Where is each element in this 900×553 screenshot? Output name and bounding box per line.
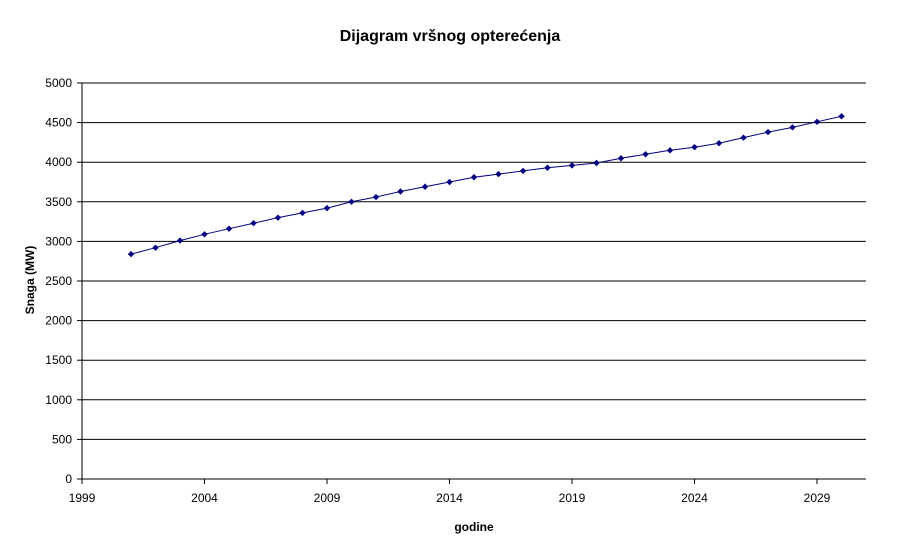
data-point-2010 bbox=[348, 198, 355, 205]
data-point-2026 bbox=[740, 134, 747, 141]
chart-title: Dijagram vršnog opterećenja bbox=[340, 28, 561, 45]
data-point-2015 bbox=[470, 174, 478, 181]
data-point-2011 bbox=[372, 193, 380, 201]
y-tick-label-1500: 1500 bbox=[45, 353, 72, 367]
x-tick-label-2009: 2009 bbox=[314, 491, 341, 505]
y-axis-label: Snaga (MW) bbox=[23, 246, 37, 315]
x-tick-label-2014: 2014 bbox=[436, 491, 463, 505]
y-tick-label-500: 500 bbox=[52, 432, 72, 446]
data-point-2027 bbox=[764, 128, 772, 136]
y-tick-label-2500: 2500 bbox=[45, 274, 72, 288]
x-tick-label-2019: 2019 bbox=[559, 491, 586, 505]
y-tick-label-3500: 3500 bbox=[45, 195, 72, 209]
data-point-2028 bbox=[789, 124, 796, 131]
y-tick-label-4000: 4000 bbox=[45, 155, 72, 169]
data-point-2005 bbox=[225, 225, 233, 232]
y-tick-label-3000: 3000 bbox=[45, 234, 72, 248]
data-point-2021 bbox=[617, 155, 625, 162]
x-tick-label-2004: 2004 bbox=[191, 491, 218, 505]
data-point-2018 bbox=[544, 164, 551, 171]
data-point-2013 bbox=[421, 183, 429, 190]
x-axis-label: godine bbox=[454, 520, 494, 534]
y-axis-ticks: 0 500 1000 1500 2000 2500 3000 3500 4000 4500 5000 bbox=[45, 76, 82, 486]
data-point-2003 bbox=[176, 237, 184, 244]
data-point-2023 bbox=[666, 147, 674, 154]
data-point-2024 bbox=[691, 143, 698, 151]
data-point-2016 bbox=[495, 170, 502, 178]
data-point-2004 bbox=[201, 231, 208, 238]
data-point-2017 bbox=[519, 167, 527, 175]
data-point-2002 bbox=[152, 244, 159, 251]
data-point-2012 bbox=[397, 188, 404, 195]
y-tick-label-1000: 1000 bbox=[45, 393, 72, 407]
data-point-2007 bbox=[274, 214, 282, 221]
series-line-0 bbox=[130, 115, 842, 255]
data-point-2030 bbox=[838, 113, 845, 120]
x-axis-ticks: 1999 2004 2009 2014 2019 2024 2029 bbox=[69, 479, 831, 505]
x-tick-label-1999: 1999 bbox=[69, 491, 96, 505]
horizontal-gridlines bbox=[82, 82, 866, 440]
data-point-2014 bbox=[446, 178, 453, 186]
data-point-2029 bbox=[813, 118, 821, 126]
data-point-2020 bbox=[593, 159, 600, 167]
y-tick-label-0: 0 bbox=[65, 472, 72, 486]
data-point-2009 bbox=[323, 204, 331, 212]
data-point-2006 bbox=[250, 219, 257, 227]
data-point-2008 bbox=[299, 209, 306, 217]
data-point-2001 bbox=[127, 250, 135, 258]
y-tick-label-5000: 5000 bbox=[45, 76, 72, 90]
y-tick-label-4500: 4500 bbox=[45, 116, 72, 130]
y-tick-label-2000: 2000 bbox=[45, 314, 72, 328]
x-tick-label-2029: 2029 bbox=[804, 491, 831, 505]
data-point-2022 bbox=[642, 151, 649, 158]
data-point-2025 bbox=[715, 139, 723, 147]
data-point-2019 bbox=[568, 162, 576, 169]
x-tick-label-2024: 2024 bbox=[681, 491, 708, 505]
series-group bbox=[127, 113, 845, 258]
